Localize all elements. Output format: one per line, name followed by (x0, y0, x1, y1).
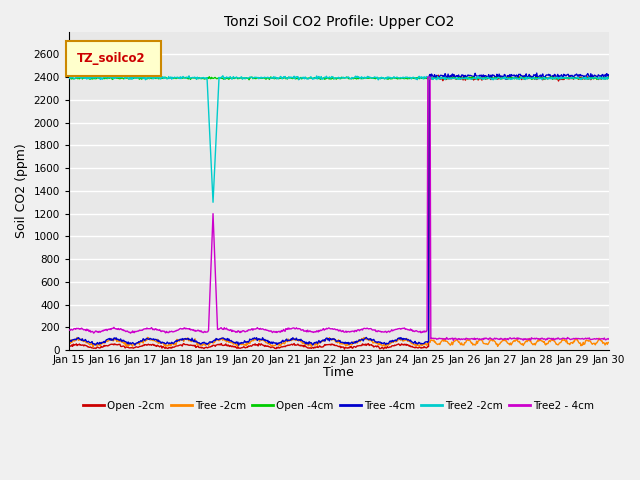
Title: Tonzi Soil CO2 Profile: Upper CO2: Tonzi Soil CO2 Profile: Upper CO2 (223, 15, 454, 29)
X-axis label: Time: Time (323, 366, 354, 380)
FancyBboxPatch shape (66, 41, 161, 76)
Legend: Open -2cm, Tree -2cm, Open -4cm, Tree -4cm, Tree2 -2cm, Tree2 - 4cm: Open -2cm, Tree -2cm, Open -4cm, Tree -4… (79, 397, 598, 415)
Y-axis label: Soil CO2 (ppm): Soil CO2 (ppm) (15, 144, 28, 238)
Text: TZ_soilco2: TZ_soilco2 (77, 52, 145, 65)
